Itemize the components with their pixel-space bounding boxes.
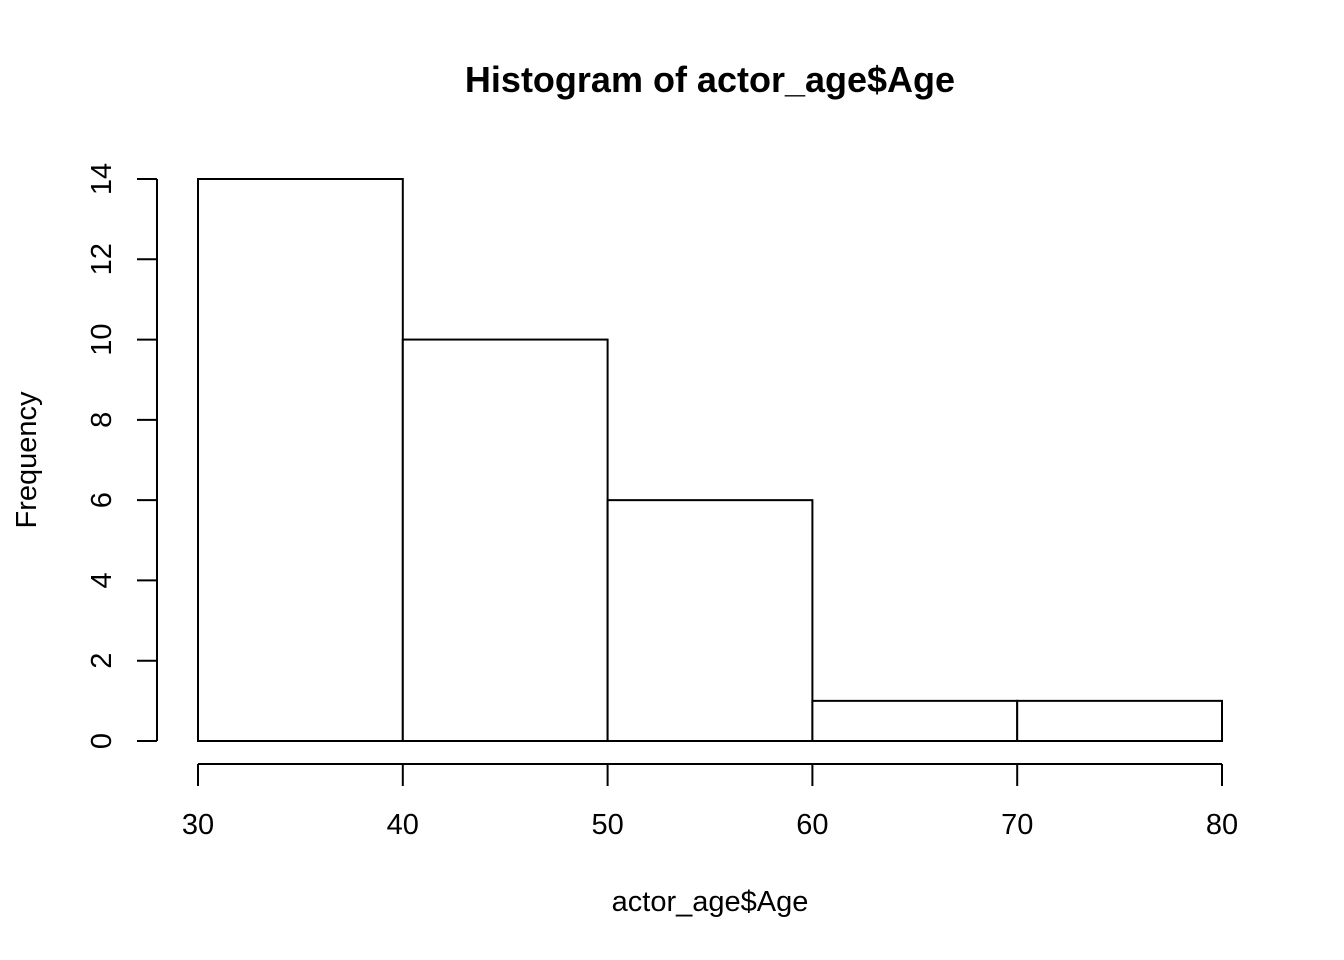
y-tick-label: 8 bbox=[86, 412, 118, 428]
chart-title: Histogram of actor_age$Age bbox=[465, 59, 955, 100]
x-tick-label: 30 bbox=[182, 809, 214, 841]
y-tick-label: 12 bbox=[86, 243, 118, 275]
x-tick-label: 50 bbox=[591, 809, 623, 841]
y-tick-label: 2 bbox=[86, 653, 118, 669]
x-tick-label: 60 bbox=[796, 809, 828, 841]
y-tick-label: 6 bbox=[86, 492, 118, 508]
histogram-bar-1 bbox=[401, 338, 609, 742]
y-tick-label: 10 bbox=[86, 323, 118, 355]
x-axis-label: actor_age$Age bbox=[612, 886, 809, 918]
y-tick-label: 14 bbox=[86, 163, 118, 195]
x-tick-label: 80 bbox=[1206, 809, 1238, 841]
y-axis-label: Frequency bbox=[11, 391, 43, 529]
histogram-bar-3 bbox=[811, 699, 1019, 742]
x-tick-label: 40 bbox=[387, 809, 419, 841]
histogram-bar-2 bbox=[606, 499, 814, 742]
y-tick-label: 4 bbox=[86, 572, 118, 588]
bars-group bbox=[197, 178, 1224, 742]
y-axis: 0 2 4 6 8 10 12 14 bbox=[86, 163, 158, 749]
x-axis: 30 40 50 60 70 80 bbox=[182, 763, 1238, 841]
x-tick-label: 70 bbox=[1001, 809, 1033, 841]
histogram-bar-4 bbox=[1016, 699, 1224, 742]
y-tick-label: 0 bbox=[86, 733, 118, 749]
histogram-bar-0 bbox=[197, 178, 404, 742]
